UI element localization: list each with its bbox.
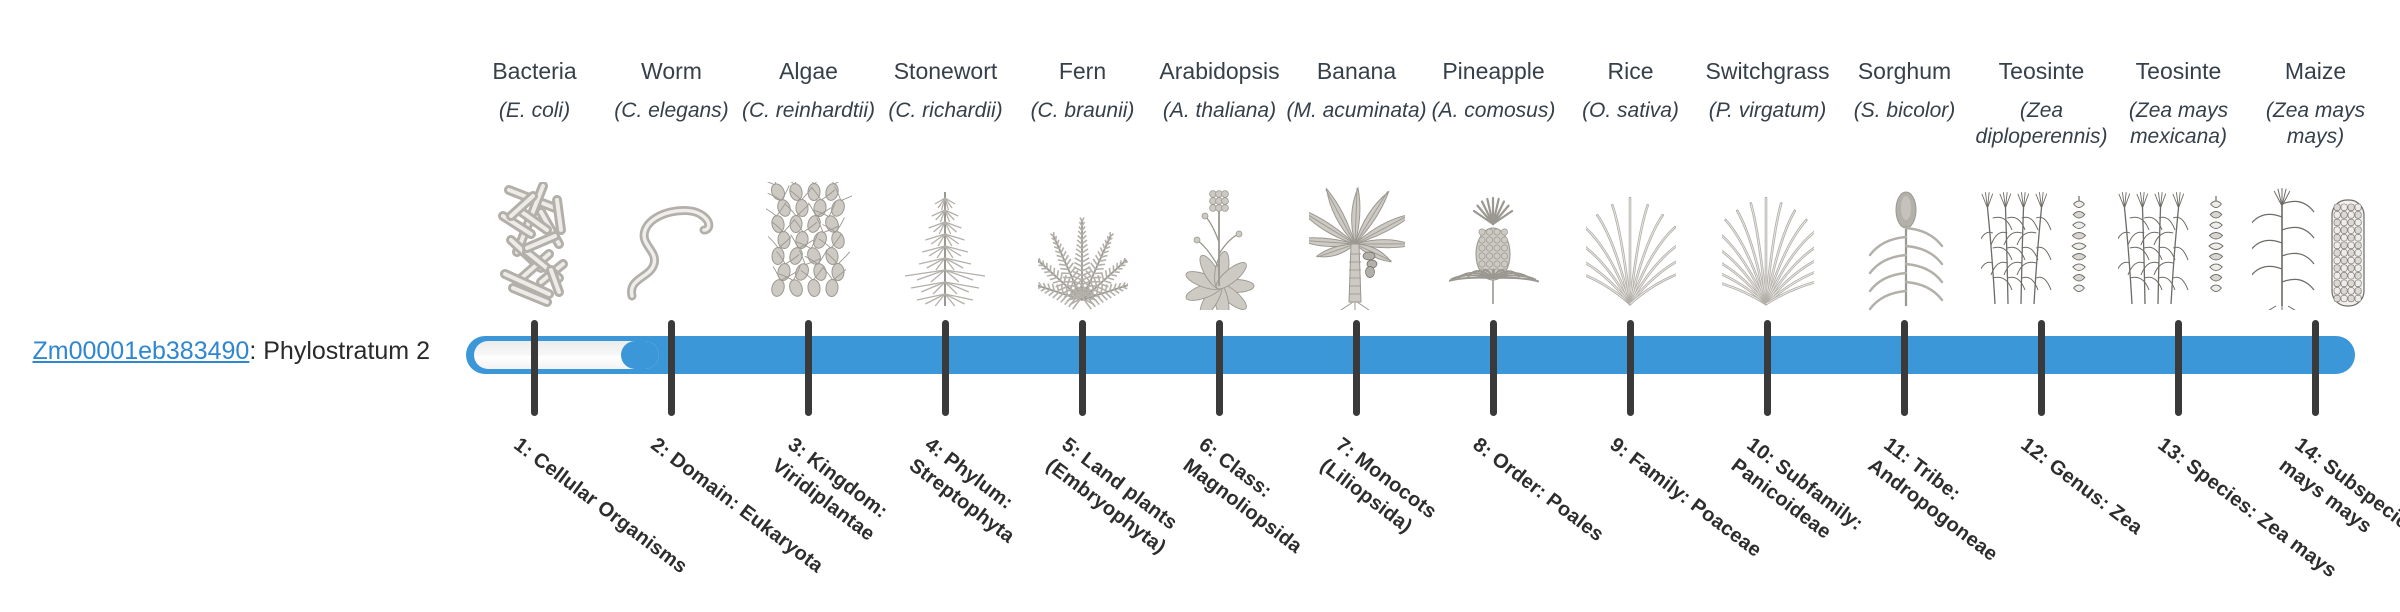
timeline-tick	[1901, 320, 1908, 416]
phylostratum-column: Teosinte (Zea mays mexicana) 13: Species:…	[2110, 0, 2341, 582]
species-scientific-name: (M. acuminata)	[1286, 99, 1427, 122]
species-common-name: Switchgrass	[1705, 58, 1830, 84]
species-scientific-name: (E. coli)	[498, 99, 571, 122]
timeline-tick	[2175, 320, 2182, 416]
species-scientific-name: (Zea diploperennis)	[1975, 99, 2108, 148]
gene-phylostratum-label: Zm00001eb383490: Phylostratum 2	[0, 336, 430, 366]
bacteria-illustration	[466, 168, 603, 310]
teosinte-illustration	[2110, 168, 2247, 310]
species-common-name: Rice	[1607, 58, 1654, 84]
species-common-name: Teosinte	[1998, 58, 2085, 84]
phylostratum-column: Teosinte (Zea diploperennis) 12: Genus: Z…	[1973, 0, 2147, 580]
species-scientific-name: (P. virgatum)	[1708, 99, 1827, 122]
species-common-name: Pineapple	[1442, 58, 1545, 84]
species-scientific-name: (A. thaliana)	[1162, 99, 1277, 122]
species-common-name: Banana	[1316, 58, 1397, 84]
progress-bar-fill-cap	[621, 341, 659, 369]
species-common-name: Arabidopsis	[1159, 58, 1280, 84]
gene-id-link[interactable]: Zm00001eb383490	[32, 337, 250, 365]
species-common-name: Stonewort	[893, 58, 998, 84]
phylostratum-column: Worm (C. elegans) 2: Domain: Eukaryota	[603, 0, 827, 580]
timeline-tick	[805, 320, 812, 416]
species-scientific-name: (S. bicolor)	[1853, 99, 1956, 122]
phylostratum-column: Algae (C. reinhardtii)	[740, 0, 892, 580]
stonewort-illustration	[877, 168, 1014, 310]
phylostratum-column: Maize(Zea mays mays) 14: Subspecies: Zea…	[2247, 0, 2400, 580]
phylostratum-column: Stonewort (C. richardii)	[877, 0, 1018, 580]
species-scientific-name: (Zea mays mays)	[2265, 99, 2366, 148]
phylostratum-columns: Bacteria (E. coli) 1: Cellular Organisms Wo…	[466, 0, 2400, 582]
timeline-tick	[1353, 320, 1360, 416]
timeline-tick	[1764, 320, 1771, 416]
sorghum-illustration	[1836, 168, 1973, 310]
species-scientific-name: (C. reinhardtii)	[741, 99, 876, 122]
phylostratum-column: Arabidopsis (A. thaliana) 6: Class: Magno…	[1151, 0, 1306, 580]
phylostratum-column: Fern (C. braunii)	[1014, 0, 1182, 580]
species-common-name: Bacteria	[492, 58, 577, 84]
timeline-tick	[2038, 320, 2045, 416]
worm-illustration	[603, 168, 740, 310]
rice-illustration	[1562, 168, 1699, 310]
pineapple-illustration	[1425, 168, 1562, 310]
species-scientific-name: (C. braunii)	[1030, 99, 1135, 122]
species-common-name: Fern	[1058, 58, 1107, 84]
timeline-tick	[1490, 320, 1497, 416]
banana-illustration	[1288, 168, 1425, 310]
phylostratum-column: Switchgrass (P. virgatum) 10: Subfamily: P…	[1699, 0, 1868, 580]
timeline-tick	[668, 320, 675, 416]
phylostratum-column: Pineapple (A. comosus) 8: Order: Poales	[1425, 0, 1608, 580]
species-scientific-name: (Zea mays mexicana)	[2128, 99, 2229, 148]
phylostratum-column: Sorghum (S. bicolor) 11: Tribe: Andropogo…	[1836, 0, 2002, 580]
phylostratum-column: Rice (O. sativa) 9: Family: Poaceae	[1562, 0, 1765, 580]
timeline-tick	[1627, 320, 1634, 416]
switchgrass-illustration	[1699, 168, 1836, 310]
species-common-name: Algae	[779, 58, 838, 84]
species-common-name: Maize	[2284, 58, 2347, 84]
species-common-name: Teosinte	[2135, 58, 2222, 84]
species-scientific-name: (C. richardii)	[888, 99, 1003, 122]
phylostratum-column: Banana (M. acuminata)	[1286, 0, 1440, 580]
timeline-tick	[1079, 320, 1086, 416]
species-common-name: Sorghum	[1857, 58, 1952, 84]
timeline-tick	[1216, 320, 1223, 416]
timeline-tick	[2312, 320, 2319, 416]
timeline-tick	[942, 320, 949, 416]
fern-illustration	[1014, 168, 1151, 310]
maize-illustration	[2247, 168, 2384, 310]
timeline-tick	[531, 320, 538, 416]
species-scientific-name: (C. elegans)	[614, 99, 729, 122]
species-scientific-name: (O. sativa)	[1582, 99, 1679, 122]
algae-illustration	[740, 168, 877, 310]
gene-label-separator: :	[249, 337, 264, 365]
phylostratum-value-text: Phylostratum 2	[263, 337, 430, 365]
species-common-name: Worm	[641, 58, 702, 84]
arabidopsis-illustration	[1151, 168, 1288, 310]
phylostratum-column: Bacteria (E. coli) 1: Cellular Organisms	[466, 0, 691, 580]
species-scientific-name: (A. comosus)	[1431, 99, 1556, 122]
teosinte-illustration	[1973, 168, 2110, 310]
